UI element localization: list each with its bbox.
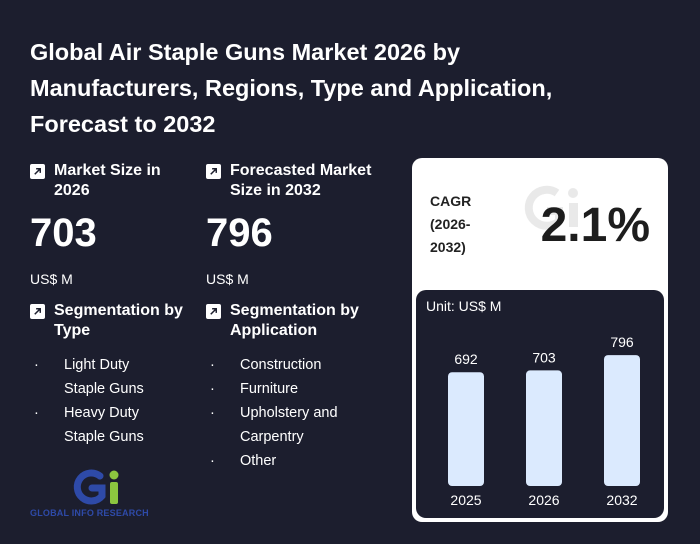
bar-value-label: 796 [610, 334, 634, 350]
list-item: Upholstery and Carpentry [208, 401, 358, 449]
bar-2026 [526, 370, 562, 486]
list-item: Other [208, 449, 358, 473]
list-item: Light Duty Staple Guns [32, 353, 152, 401]
segmentation-type-block: Segmentation by Type Light Duty Staple G… [30, 301, 200, 449]
company-logo: GLOBAL INFO RESEARCH [30, 466, 175, 520]
bar-chart: Unit: US$ M 692 2025 703 2026 796 2032 [416, 290, 664, 518]
segmentation-application-block: Segmentation by Application Construction… [206, 301, 386, 473]
forecast-block: Forecasted Market Size in 2032 796 US$ M [206, 161, 396, 287]
chart-unit-label: Unit: US$ M [426, 298, 502, 314]
arrow-up-right-icon [206, 164, 221, 179]
market-size-label: Market Size in 2026 [54, 162, 161, 199]
list-item: Heavy Duty Staple Guns [32, 401, 152, 449]
cagr-label: CAGR (2026-2032) [430, 193, 472, 255]
forecast-unit: US$ M [206, 271, 249, 287]
bar-value-label: 692 [454, 351, 478, 367]
segmentation-application-label: Segmentation by Application [230, 302, 359, 339]
x-tick-label: 2026 [528, 492, 559, 508]
segmentation-type-label: Segmentation by Type [54, 302, 183, 339]
cagr-value: 2.1% [540, 199, 650, 252]
arrow-up-right-icon [30, 164, 45, 179]
cagr-card: CAGR (2026-2032) 2.1% Unit: US$ M 692 202… [412, 158, 668, 522]
forecast-label: Forecasted Market Size in 2032 [230, 162, 372, 199]
x-tick-label: 2025 [450, 492, 481, 508]
arrow-up-right-icon [206, 304, 221, 319]
market-size-block: Market Size in 2026 703 US$ M [30, 161, 190, 287]
arrow-up-right-icon [30, 304, 45, 319]
logo-mark-icon [73, 469, 119, 505]
chart-canvas: 692 2025 703 2026 796 2032 [448, 334, 640, 508]
market-size-value: 703 [30, 211, 97, 255]
forecast-value: 796 [206, 211, 273, 255]
bar-2032 [604, 355, 640, 486]
bar-2025 [448, 372, 484, 486]
page-title: Global Air Staple Guns Market 2026 by Ma… [30, 39, 553, 137]
list-item: Construction [208, 353, 358, 377]
x-tick-label: 2032 [606, 492, 637, 508]
market-size-unit: US$ M [30, 271, 73, 287]
list-item: Furniture [208, 377, 358, 401]
bar-value-label: 703 [532, 349, 556, 365]
logo-text: GLOBAL INFO RESEARCH [30, 508, 149, 518]
